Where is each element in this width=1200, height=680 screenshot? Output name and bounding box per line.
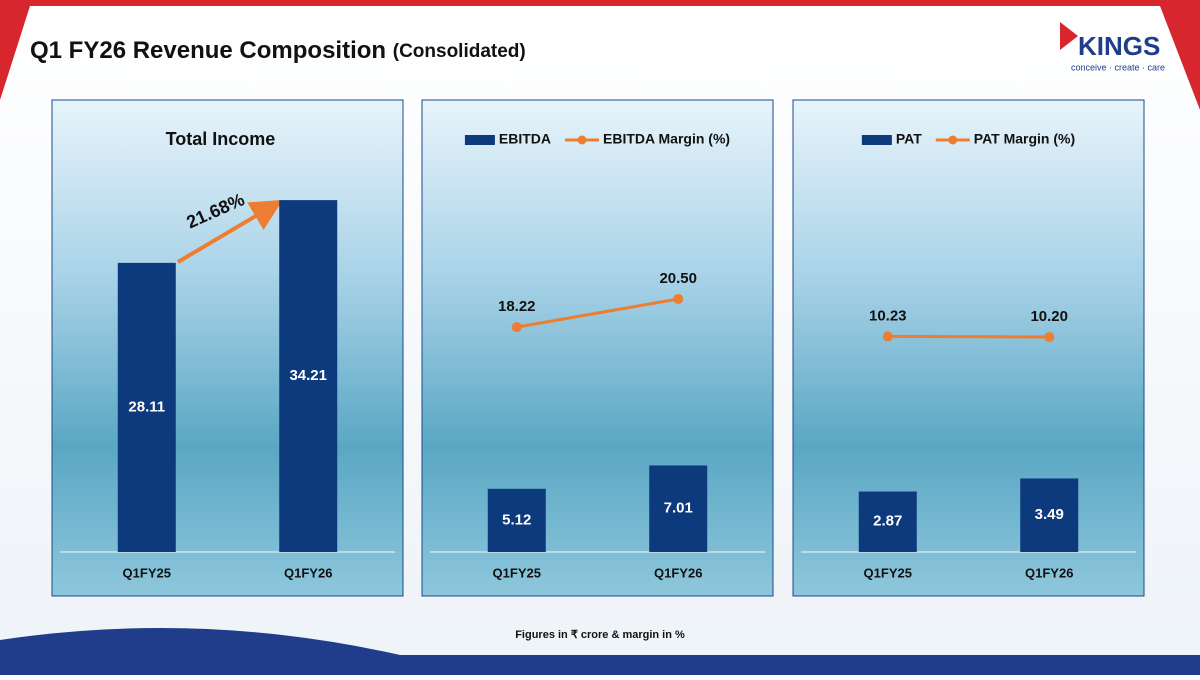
x-tick-label: Q1FY25 [123, 565, 171, 580]
bar [487, 488, 546, 552]
slide-title: Q1 FY26 Revenue Composition (Consolidate… [30, 37, 526, 64]
line-value-label: 10.23 [869, 307, 907, 324]
line-value-label: 20.50 [659, 270, 697, 287]
legend-swatch [948, 135, 958, 145]
x-tick-label: Q1FY26 [284, 565, 332, 580]
title-sub: (Consolidated) [393, 41, 526, 62]
x-tick-label: Q1FY26 [654, 565, 702, 580]
title-main: Q1 FY26 Revenue Composition [30, 37, 386, 64]
line-point [882, 331, 893, 342]
bar [117, 262, 176, 552]
bar [279, 200, 338, 552]
legend-label: PAT [896, 131, 922, 147]
legend: PAT PAT Margin (%) [861, 131, 1075, 147]
panel [792, 99, 1145, 597]
line-point [673, 293, 684, 304]
logo-tagline: conceive · create · care [1071, 62, 1165, 72]
corner-right [1160, 6, 1200, 110]
line-point [1044, 332, 1055, 343]
legend-swatch [464, 135, 495, 145]
line-value-label: 18.22 [498, 298, 536, 315]
bar-value-label: 34.21 [289, 367, 327, 384]
bar-value-label: 28.11 [128, 398, 165, 415]
growth-arrow [176, 199, 283, 264]
corner-left [0, 6, 30, 100]
bar [858, 491, 917, 552]
legend: EBITDA EBITDA Margin (%) [464, 131, 730, 147]
legend-label: EBITDA Margin (%) [603, 131, 730, 147]
footnote: Figures in ₹ crore & margin in % [515, 629, 685, 641]
bar-value-label: 5.12 [502, 511, 531, 528]
logo-name: KINGS [1078, 31, 1160, 61]
bottom-wave [0, 628, 1200, 675]
legend-label: EBITDA [499, 131, 551, 147]
logo-mark [1060, 22, 1078, 50]
line [516, 297, 679, 329]
line [887, 334, 1050, 339]
chart-title: Total Income [166, 129, 276, 149]
bar [1020, 478, 1079, 552]
x-tick-label: Q1FY25 [493, 565, 541, 580]
legend-label: PAT Margin (%) [974, 131, 1075, 147]
bar [649, 465, 708, 552]
panel [51, 99, 404, 597]
bar-value-label: 3.49 [1035, 506, 1064, 523]
legend-swatch [861, 135, 892, 145]
line-value-label: 10.20 [1030, 308, 1068, 325]
bar-value-label: 7.01 [664, 500, 693, 517]
top-stripe [0, 0, 1200, 6]
bar-value-label: 2.87 [873, 513, 902, 530]
x-tick-label: Q1FY25 [864, 565, 912, 580]
legend-swatch [577, 135, 587, 145]
panel [421, 99, 774, 597]
line-point [511, 322, 522, 333]
x-tick-label: Q1FY26 [1025, 565, 1073, 580]
